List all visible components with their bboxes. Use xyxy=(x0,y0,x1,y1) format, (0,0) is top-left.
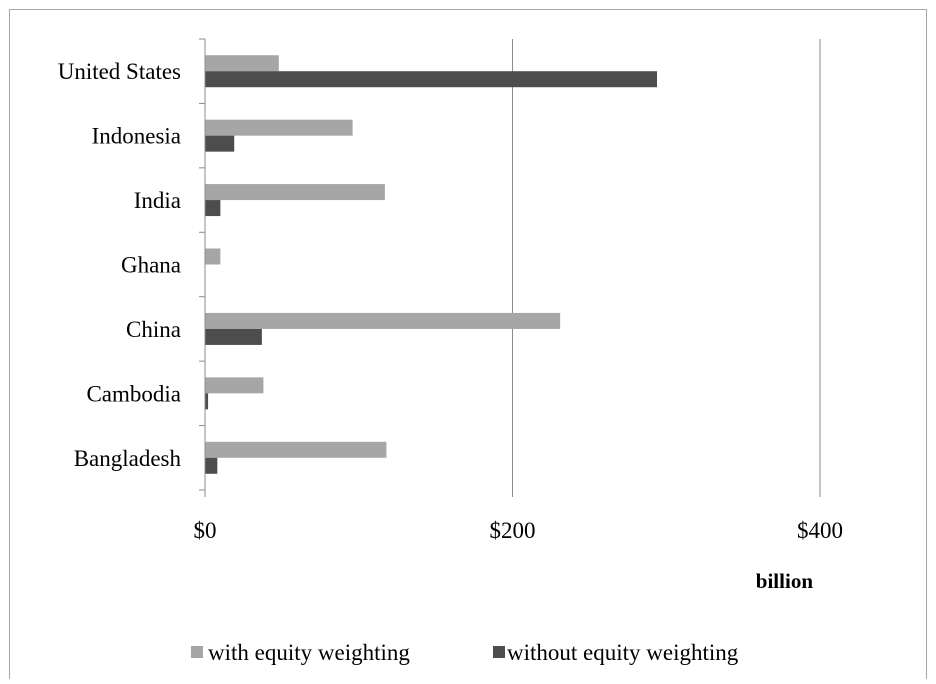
legend-swatch-without-equity xyxy=(493,646,505,658)
gridlines xyxy=(512,39,821,490)
bar-with-equity-united-states xyxy=(205,55,279,72)
bar-without-equity-india xyxy=(205,200,221,217)
bar-with-equity-india xyxy=(205,184,385,201)
legend: with equity weighting without equity weig… xyxy=(191,640,739,665)
bar-with-equity-bangladesh xyxy=(205,441,387,458)
bar-without-equity-china xyxy=(205,328,262,345)
unit-label: billion xyxy=(756,569,814,593)
bar-with-equity-indonesia xyxy=(205,119,353,136)
legend-swatch-with-equity xyxy=(191,646,203,658)
axes xyxy=(199,38,821,497)
chart-frame xyxy=(9,9,927,679)
bar-with-equity-cambodia xyxy=(205,377,264,394)
x-tick-label: $0 xyxy=(194,518,217,543)
x-tick-label: $400 xyxy=(797,518,843,543)
x-tick-label: $200 xyxy=(490,518,536,543)
category-label: India xyxy=(134,188,181,213)
category-label: Bangladesh xyxy=(74,446,182,471)
labels: Bangladesh Cambodia China Ghana India Indones… xyxy=(58,59,843,593)
bar-without-equity-bangladesh xyxy=(205,457,218,474)
legend-label: with equity weighting xyxy=(208,640,410,665)
category-label: Indonesia xyxy=(92,124,181,149)
bar-without-equity-cambodia xyxy=(205,393,209,410)
category-label: United States xyxy=(58,59,181,84)
bar-with-equity-china xyxy=(205,312,561,329)
bar-without-equity-indonesia xyxy=(205,135,235,152)
legend-label: without equity weighting xyxy=(507,640,739,665)
bar-without-equity-united-states xyxy=(205,71,658,88)
bar-with-equity-ghana xyxy=(205,248,221,265)
bars xyxy=(205,55,658,474)
category-label: Cambodia xyxy=(86,381,181,406)
category-label: Ghana xyxy=(121,253,181,278)
category-label: China xyxy=(126,317,181,342)
